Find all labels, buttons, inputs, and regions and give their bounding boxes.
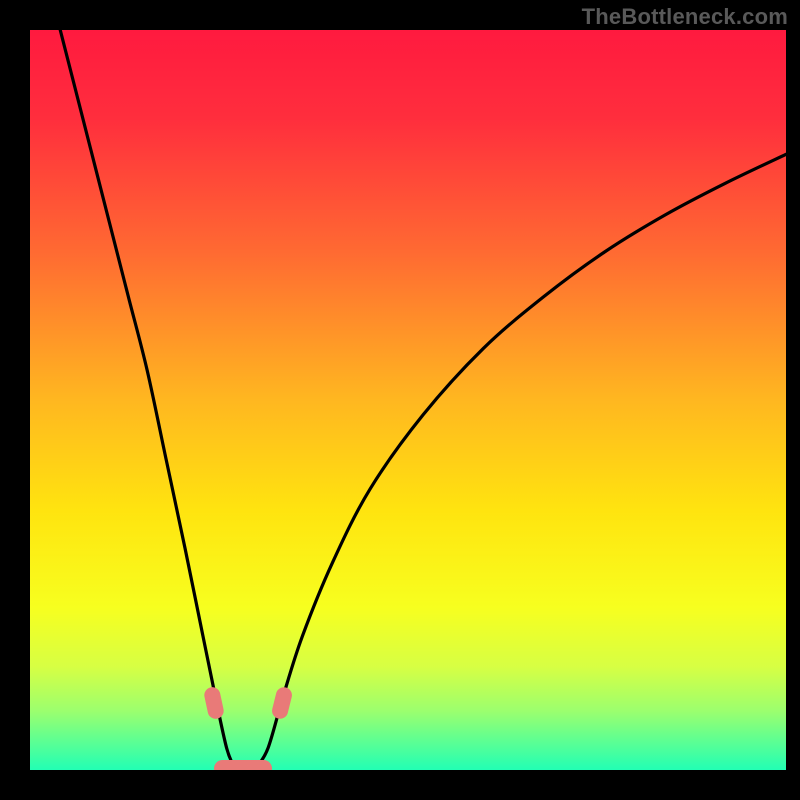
marker-bottom-center [214, 760, 272, 770]
left-curve [60, 30, 234, 767]
bottleneck-curves [30, 30, 786, 770]
watermark-text: TheBottleneck.com [582, 4, 788, 30]
chart-area [30, 30, 786, 770]
outer-frame: TheBottleneck.com [0, 0, 800, 800]
right-curve [257, 154, 786, 767]
